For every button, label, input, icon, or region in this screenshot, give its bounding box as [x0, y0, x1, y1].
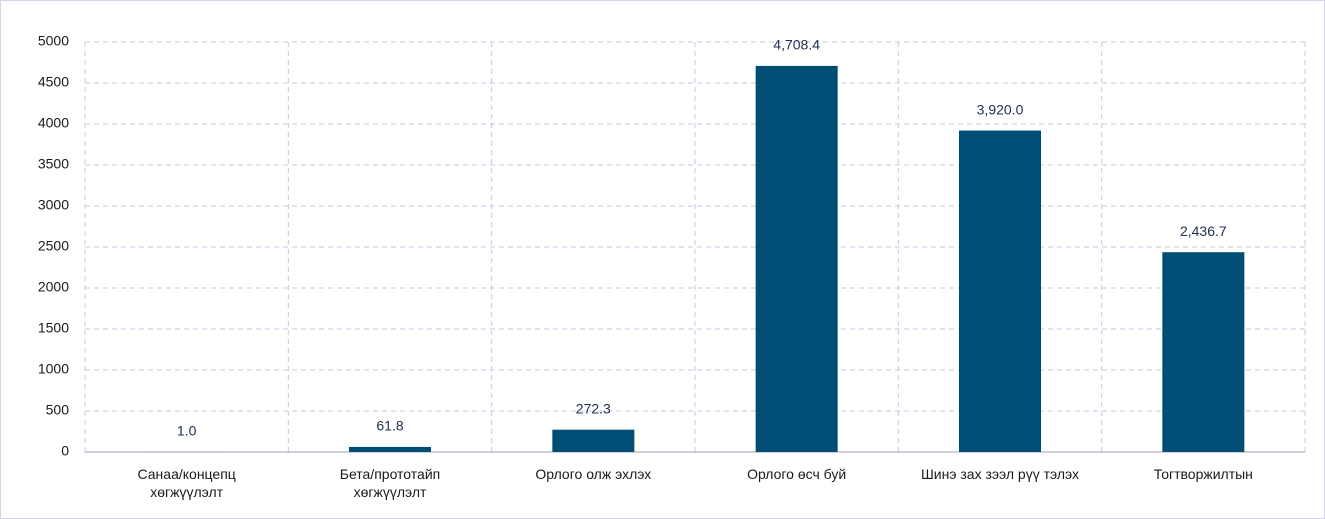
y-tick-label: 3500 [38, 156, 69, 172]
x-tick-label: Бета/прототайп хөгжүүлэлт [339, 466, 441, 500]
y-tick-label: 0 [61, 443, 69, 459]
x-tick-label: Орлого өсч буй [747, 466, 847, 482]
bar [959, 130, 1041, 452]
bar [1162, 252, 1245, 452]
y-tick-label: 4000 [38, 115, 69, 131]
bar [755, 65, 838, 453]
bar [349, 446, 431, 452]
value-label: 3,920.0 [977, 101, 1024, 117]
y-tick-label: 4500 [38, 74, 69, 90]
value-label: 2,436.7 [1180, 223, 1227, 239]
x-tick-label: Тогтворжилтын [1153, 466, 1253, 482]
value-label: 61.8 [376, 418, 403, 434]
x-tick-label: Шинэ зах зээл рүү тэлэх [920, 466, 1080, 482]
y-tick-label: 1000 [38, 361, 69, 377]
y-tick-label: 2500 [38, 238, 69, 254]
y-tick-label: 5000 [38, 33, 69, 49]
y-tick-label: 2000 [38, 279, 69, 295]
y-tick-label: 1500 [38, 320, 69, 336]
value-label: 4,708.4 [773, 37, 820, 53]
value-label: 272.3 [576, 400, 611, 416]
y-tick-label: 3000 [38, 197, 69, 213]
x-tick-label: Орлого олж эхлэх [535, 466, 652, 482]
x-tick-label: Санаа/концепц хөгжүүлэлт [137, 466, 236, 500]
value-label: 1.0 [177, 423, 197, 439]
y-tick-label: 500 [46, 402, 70, 418]
bar [552, 429, 635, 452]
